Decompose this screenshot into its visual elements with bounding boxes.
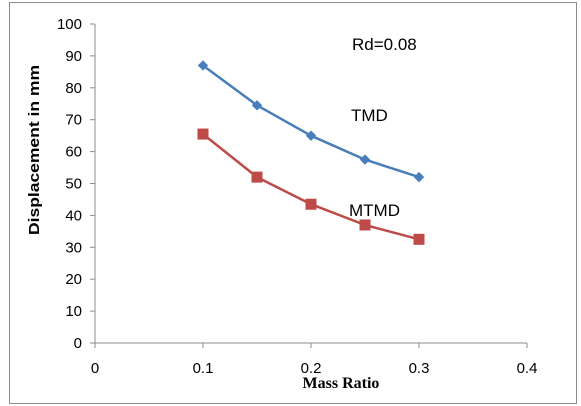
data-point-mtmd xyxy=(197,128,209,140)
chart-frame xyxy=(9,2,577,404)
y-tick-label: 60 xyxy=(65,144,82,161)
x-tick-label: 0.2 xyxy=(301,360,322,377)
data-point-mtmd xyxy=(359,219,371,231)
series-layer xyxy=(197,60,425,245)
data-point-tmd xyxy=(251,100,263,111)
y-tick-label: 70 xyxy=(65,112,82,129)
data-point-tmd xyxy=(359,154,371,165)
data-point-mtmd xyxy=(251,171,263,183)
series-tmd xyxy=(197,60,425,183)
x-tick-label: 0.4 xyxy=(517,360,538,377)
data-point-mtmd xyxy=(305,198,317,210)
x-tick-label: 0.3 xyxy=(409,360,430,377)
y-tick-label: 50 xyxy=(65,176,82,193)
y-axis-label: Displacement in mm xyxy=(26,65,43,235)
y-tick-label: 0 xyxy=(74,335,82,352)
y-tick-label: 80 xyxy=(65,80,82,97)
axes xyxy=(94,24,527,344)
series-line-mtmd xyxy=(202,133,420,241)
annotation-rd: Rd=0.08 xyxy=(352,35,417,54)
data-point-tmd xyxy=(305,130,317,141)
data-point-tmd xyxy=(413,171,425,183)
x-tick-label: 0.1 xyxy=(193,360,214,377)
x-axis-label: Mass Ratio xyxy=(303,375,380,392)
y-tick-label: 40 xyxy=(65,207,82,224)
series-mtmd xyxy=(197,128,425,245)
annotation-tmd: TMD xyxy=(351,106,388,125)
annotation-mtmd: MTMD xyxy=(349,201,400,220)
y-tick-label: 100 xyxy=(57,16,82,33)
x-ticks: 0 0.1 0.2 0.3 0.4 xyxy=(91,343,538,377)
y-tick-label: 90 xyxy=(65,48,82,65)
y-ticks: 0 10 20 30 40 50 60 70 80 90 100 xyxy=(57,16,95,352)
data-point-tmd xyxy=(197,60,209,71)
y-tick-label: 10 xyxy=(65,303,82,320)
y-tick-label: 20 xyxy=(65,271,82,288)
y-tick-label: 30 xyxy=(65,239,82,256)
data-point-mtmd xyxy=(413,233,425,245)
x-tick-label: 0 xyxy=(91,360,99,377)
